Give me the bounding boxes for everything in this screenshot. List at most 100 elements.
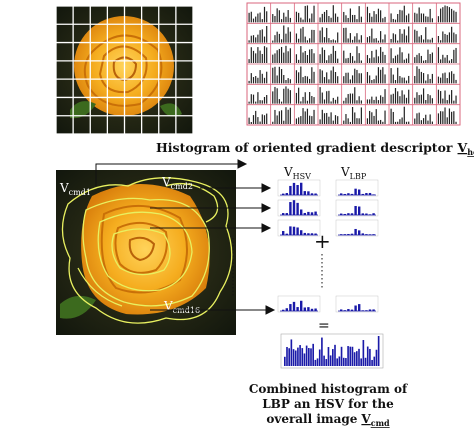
hog-bar — [451, 71, 453, 84]
hog-bar — [397, 121, 399, 124]
hog-bar — [252, 50, 255, 63]
hog-bar — [285, 33, 287, 43]
hog-bar — [440, 111, 442, 124]
hog-bar — [283, 12, 285, 23]
hog-bar — [328, 38, 330, 43]
histogram-bar — [282, 193, 285, 195]
hog-bar — [414, 12, 416, 23]
hog-bar — [354, 87, 356, 104]
hog-bar — [403, 5, 405, 23]
hog-bar — [422, 88, 425, 104]
histogram-bar — [361, 233, 364, 235]
hog-bar — [414, 118, 416, 124]
hog-bar — [358, 96, 360, 104]
hog-bar — [440, 8, 442, 23]
combined-bar — [371, 359, 373, 366]
hog-bar — [263, 77, 266, 84]
hog-bar — [390, 13, 392, 23]
histogram-bar — [361, 310, 364, 311]
hog-bar — [323, 99, 326, 104]
hog-bar — [446, 34, 448, 43]
hog-bar — [285, 80, 287, 84]
hog-bar — [420, 94, 422, 104]
hog-bar — [425, 114, 427, 124]
hog-bar — [429, 54, 431, 63]
hog-bar — [375, 38, 377, 43]
hog-bar — [446, 100, 448, 104]
hog-bar — [302, 108, 304, 124]
hog-bar — [420, 13, 422, 23]
histogram-bar — [368, 214, 372, 215]
hog-bar — [416, 113, 418, 124]
hog-cells — [246, 2, 461, 126]
combined-bar — [318, 349, 321, 366]
hog-bar — [300, 46, 302, 63]
hog-bar — [371, 16, 373, 23]
hog-bar — [405, 15, 408, 23]
hog-bar — [280, 101, 283, 104]
hog-bar — [380, 95, 382, 104]
hog-bar — [392, 93, 394, 104]
histogram-bar — [296, 185, 299, 195]
hog-bar — [377, 100, 380, 104]
hog-bar — [345, 114, 347, 124]
hog-bar — [394, 80, 397, 84]
hog-bar — [250, 11, 252, 23]
hog-bar — [442, 98, 444, 104]
hog-bar — [306, 108, 309, 124]
hog-bar — [311, 67, 313, 84]
hog-bar — [295, 70, 298, 84]
hog-bar — [319, 69, 321, 84]
hog-bar — [448, 72, 451, 84]
hog-bar — [392, 18, 394, 23]
hog-bar — [313, 71, 315, 84]
hog-bar — [382, 39, 384, 43]
hog-bar — [382, 51, 384, 63]
hog-bar — [332, 97, 334, 104]
hog-bar — [278, 111, 280, 124]
hog-bar — [250, 121, 252, 124]
hog-bar — [356, 46, 358, 63]
hog-bar — [334, 115, 337, 124]
hog-bar — [309, 18, 311, 23]
hog-bar — [285, 107, 287, 124]
histogram-bar — [303, 232, 306, 235]
hog-bar — [405, 35, 408, 43]
hog-bar — [337, 32, 339, 43]
hog-bar — [261, 114, 263, 124]
hog-bar — [306, 40, 309, 43]
hog-bar — [252, 18, 255, 23]
hog-bar — [263, 36, 266, 43]
hog-bar — [440, 59, 442, 63]
hog-bar — [304, 50, 306, 63]
lbp-histogram — [335, 199, 379, 217]
hog-bar — [360, 60, 362, 63]
hog-bar — [263, 115, 266, 124]
hog-bar — [347, 17, 349, 23]
hog-bar — [360, 107, 362, 124]
hog-bar — [278, 10, 280, 23]
hog-bar — [369, 75, 371, 84]
hog-bar — [442, 111, 444, 124]
hog-bar — [300, 17, 302, 23]
hog-bar — [420, 55, 422, 63]
hog-bar — [356, 69, 358, 84]
histogram-bar — [296, 307, 299, 311]
histogram-bar — [358, 189, 361, 195]
hog-bar — [274, 66, 276, 84]
hog-bar — [390, 108, 392, 124]
histogram-bar — [368, 309, 372, 311]
hog-bar — [280, 19, 283, 23]
hog-bar — [440, 40, 442, 43]
hog-bar — [394, 88, 397, 104]
hog-bar — [354, 112, 356, 124]
combined-bar — [310, 348, 312, 366]
combined-histogram — [280, 333, 384, 369]
hog-bar — [278, 66, 280, 84]
histogram-bar — [340, 193, 343, 195]
lbp-histogram — [335, 219, 379, 237]
hog-bar — [330, 40, 332, 43]
hog-bar — [283, 25, 285, 43]
hog-bar — [356, 100, 358, 104]
hog-bar — [440, 91, 442, 104]
